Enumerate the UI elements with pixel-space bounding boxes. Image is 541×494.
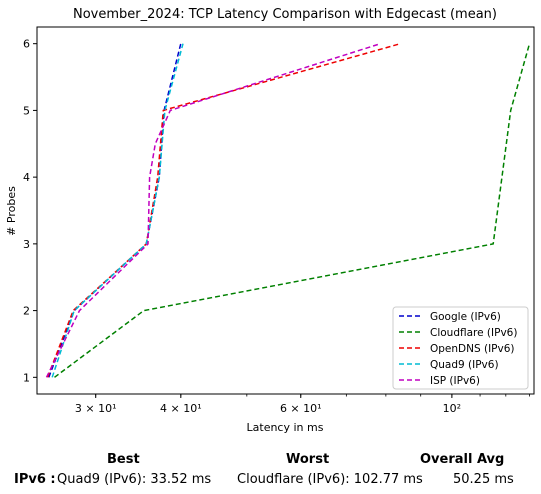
best-value: Quad9 (IPv6): 33.52 ms <box>57 472 212 487</box>
y-tick-label: 3 <box>23 238 30 251</box>
best-header: Best <box>107 452 140 467</box>
latency-chart: November_2024: TCP Latency Comparison wi… <box>5 7 535 434</box>
y-tick-label: 5 <box>23 104 30 117</box>
legend: Google (IPv6) Cloudflare (IPv6) OpenDNS (I… <box>392 306 529 390</box>
chart-title: November_2024: TCP Latency Comparison wi… <box>73 7 497 22</box>
legend-entry: ISP (IPv6) <box>430 375 480 387</box>
ipv6-row-label: IPv6 : <box>14 472 56 487</box>
y-tick-label: 6 <box>23 38 30 51</box>
x-tick-label: 4 × 10¹ <box>160 402 202 415</box>
avg-value: 50.25 ms <box>453 472 514 487</box>
series-line-cloudflare-ipv6 <box>54 43 531 378</box>
x-tick-label: 10² <box>443 402 461 415</box>
worst-header: Worst <box>286 452 330 467</box>
y-tick-label: 1 <box>23 371 30 384</box>
worst-value: Cloudflare (IPv6): 102.77 ms <box>237 472 423 487</box>
y-axis-label: # Probes <box>5 186 18 236</box>
series-lines <box>45 42 531 378</box>
legend-entry: Google (IPv6) <box>430 311 501 323</box>
y-tick-label: 2 <box>23 305 30 318</box>
legend-entry: Quad9 (IPv6) <box>430 359 499 371</box>
legend-box <box>392 306 529 390</box>
y-tick-label: 4 <box>23 171 30 184</box>
legend-entry: OpenDNS (IPv6) <box>430 343 515 355</box>
series-line-opendns-ipv6 <box>46 42 401 378</box>
series-line-quad9-ipv6 <box>51 43 184 378</box>
y-axis: 1 2 3 4 5 6 <box>23 38 37 384</box>
series-line-isp-ipv6 <box>45 42 381 378</box>
legend-entry: Cloudflare (IPv6) <box>430 327 517 339</box>
avg-header: Overall Avg <box>420 452 505 467</box>
x-tick-label: 6 × 10¹ <box>280 402 322 415</box>
x-tick-label: 3 × 10¹ <box>75 402 117 415</box>
summary-table: Best Worst Overall Avg IPv6 : Quad9 (IPv… <box>0 448 541 494</box>
x-axis-label: Latency in ms <box>247 421 324 434</box>
x-axis: 3 × 10¹ 4 × 10¹ 6 × 10¹ 10² <box>75 394 530 415</box>
